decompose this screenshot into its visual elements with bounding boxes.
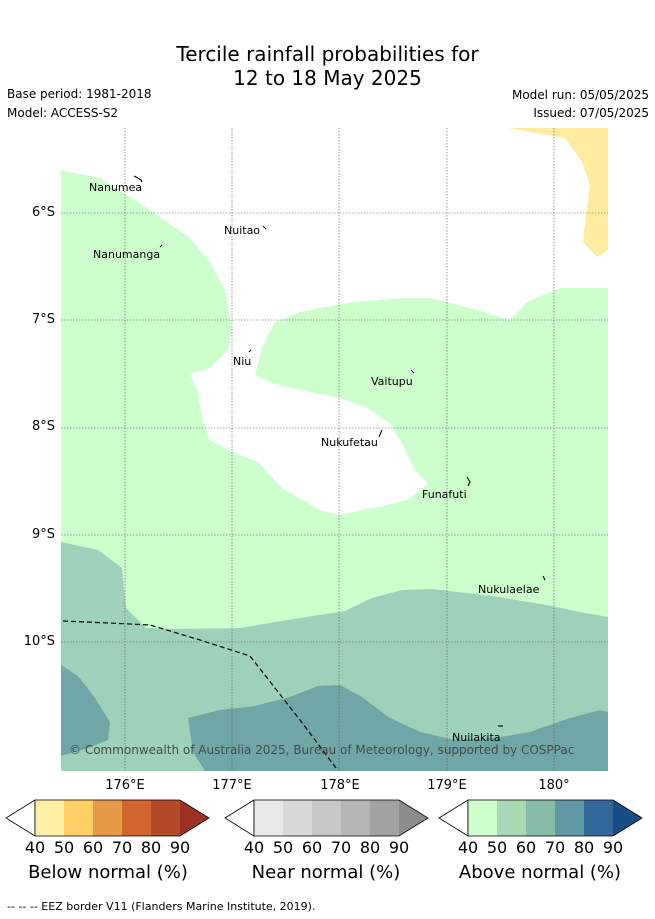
copyright-notice: © Commonwealth of Australia 2025, Bureau…: [69, 743, 575, 757]
colorbar-segment: [151, 800, 180, 836]
tick-label: 80: [140, 838, 162, 857]
colorbar-outline: [34, 799, 210, 837]
colorbar-segment: [584, 800, 613, 836]
colorbar-extend-low: [438, 799, 469, 837]
gridlines: [61, 128, 608, 771]
colorbar-segment: [468, 800, 497, 836]
lon-label-179e: 179°E: [427, 778, 467, 793]
tick-label: 90: [169, 838, 191, 857]
lat-label-6s: 6°S: [31, 205, 55, 220]
colorbar-extend-low: [224, 799, 255, 837]
tick-label: 60: [515, 838, 537, 857]
place-nuitao: Nuitao: [224, 224, 261, 237]
place-nanumea: Nanumea: [89, 181, 143, 194]
island-mark-vaitupu: [410, 369, 415, 374]
place-niu: Niu: [233, 355, 252, 368]
lat-label-9s: 9°S: [31, 527, 55, 542]
island-mark-funafuti: [466, 476, 471, 487]
tick-label: 90: [388, 838, 410, 857]
colorbar-extend-high: [613, 800, 642, 836]
lat-label-10s: 10°S: [23, 634, 55, 649]
colorbar-segment: [254, 800, 283, 836]
colorbar-segment: [526, 800, 555, 836]
colorbar-above-title: Above normal (%): [458, 862, 622, 883]
above-normal-50-region: [61, 542, 608, 771]
chart-title-line1: Tercile rainfall probabilities for: [176, 42, 479, 66]
colorbar-extend-high: [180, 800, 209, 836]
colorbar-outline: [253, 799, 429, 837]
above-normal-60-south: [188, 685, 608, 771]
lat-label-7s: 7°S: [31, 312, 55, 327]
model-name: Model: ACCESS-S2: [7, 106, 119, 120]
place-funafuti: Funafuti: [422, 488, 467, 501]
colorbar-segment: [497, 800, 526, 836]
model-run: Model run: 05/05/2025: [511, 88, 649, 102]
colorbar-near-title: Near normal (%): [251, 862, 401, 883]
below-normal-40-region: [508, 128, 608, 257]
colorbar-segment: [341, 800, 370, 836]
place-nukufetau: Nukufetau: [321, 436, 378, 449]
island-mark-nanumea: [133, 175, 143, 183]
tick-label: 70: [330, 838, 352, 857]
colorbar-segment: [312, 800, 341, 836]
island-mark-nanumanga: [159, 244, 163, 248]
probability-fields: [61, 128, 608, 771]
place-nuilakita: Nuilakita: [452, 731, 501, 744]
above-normal-60-west: [61, 665, 110, 756]
colorbar-above-normal: [438, 799, 643, 837]
colorbar-segment: [555, 800, 584, 836]
colorbar-extend-high: [399, 800, 428, 836]
place-nukulaelae: Nukulaelae: [478, 583, 540, 596]
eez-legend-note: -- -- -- EEZ border V11 (Flanders Marine…: [7, 900, 316, 913]
lon-label-177e: 177°E: [212, 778, 252, 793]
island-mark-nukufetau: [378, 429, 383, 438]
eez-border: [62, 620, 337, 769]
chart-title-line2: 12 to 18 May 2025: [233, 66, 422, 90]
tick-label: 80: [573, 838, 595, 857]
lon-label-180: 180°: [538, 778, 570, 793]
tick-label: 60: [82, 838, 104, 857]
base-period: Base period: 1981-2018: [7, 87, 152, 101]
tick-label: 50: [272, 838, 294, 857]
tick-label: 50: [486, 838, 508, 857]
colorbar-extend-low: [5, 799, 36, 837]
island-mark-nuitao: [262, 225, 267, 230]
place-nanumanga: Nanumanga: [93, 248, 161, 261]
issued-date: Issued: 07/05/2025: [533, 106, 649, 120]
tick-label: 80: [359, 838, 381, 857]
tick-label: 40: [243, 838, 265, 857]
tick-label: 70: [111, 838, 133, 857]
tick-label: 60: [301, 838, 323, 857]
colorbar-segment: [93, 800, 122, 836]
tick-label: 70: [544, 838, 566, 857]
tick-label: 40: [24, 838, 46, 857]
tick-label: 90: [602, 838, 624, 857]
colorbar-segment: [64, 800, 93, 836]
lon-label-178e: 178°E: [320, 778, 360, 793]
place-vaitupu: Vaitupu: [371, 375, 413, 388]
colorbar-segment: [122, 800, 151, 836]
colorbar-near-normal: [224, 799, 429, 837]
island-mark-niu: [248, 349, 252, 353]
colorbar-below-title: Below normal (%): [28, 862, 188, 883]
lat-label-8s: 8°S: [31, 419, 55, 434]
tick-label: 40: [457, 838, 479, 857]
colorbar-outline: [467, 799, 643, 837]
colorbar-segment: [283, 800, 312, 836]
colorbar-segment: [35, 800, 64, 836]
tick-label: 50: [53, 838, 75, 857]
colorbar-segment: [370, 800, 399, 836]
island-mark-nukulaelae: [542, 575, 546, 581]
island-marks: [133, 175, 546, 727]
colorbar-below-normal: [5, 799, 210, 837]
lon-label-176e: 176°E: [105, 778, 145, 793]
